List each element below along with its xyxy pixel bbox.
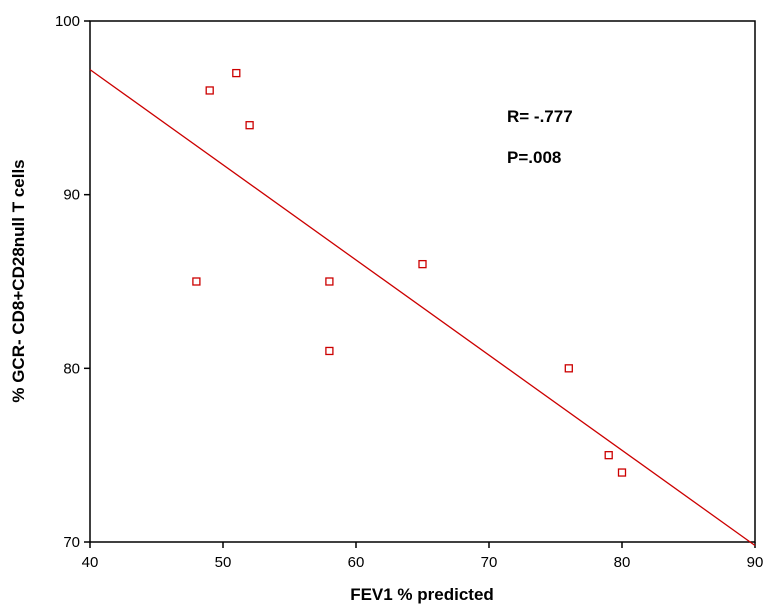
x-tick-label: 50 — [215, 554, 232, 571]
x-tick-label: 70 — [481, 554, 498, 571]
data-point — [617, 468, 627, 477]
data-point — [418, 259, 427, 269]
data-point — [564, 364, 573, 373]
annotation-r: R= -.777 — [507, 107, 573, 126]
y-tick-label: 80 — [63, 360, 80, 377]
y-tick-label: 90 — [63, 187, 80, 204]
data-point — [205, 86, 214, 95]
data-point — [192, 277, 201, 286]
data-point — [325, 346, 334, 356]
x-tick-label: 80 — [614, 554, 631, 571]
regression-line — [89, 69, 756, 547]
data-point — [325, 277, 334, 286]
data-point — [232, 68, 241, 78]
y-tick-label: 100 — [55, 13, 80, 30]
y-axis-title: % GCR- CD8+CD28null T cells — [9, 159, 28, 402]
axis-ticks: 40 50 60 70 80 90 70 80 90 100 — [55, 13, 763, 571]
data-points — [192, 68, 627, 477]
x-axis-title: FEV1 % predicted — [350, 585, 494, 604]
y-tick-label: 70 — [63, 534, 80, 551]
x-tick-label: 40 — [82, 554, 99, 571]
data-point — [245, 121, 254, 130]
x-tick-label: 60 — [348, 554, 365, 571]
regression-line-group — [89, 69, 756, 547]
data-point — [604, 451, 613, 460]
plot-area — [89, 20, 756, 543]
annotation-p: P=.008 — [507, 148, 561, 167]
x-tick-label: 90 — [747, 554, 764, 571]
